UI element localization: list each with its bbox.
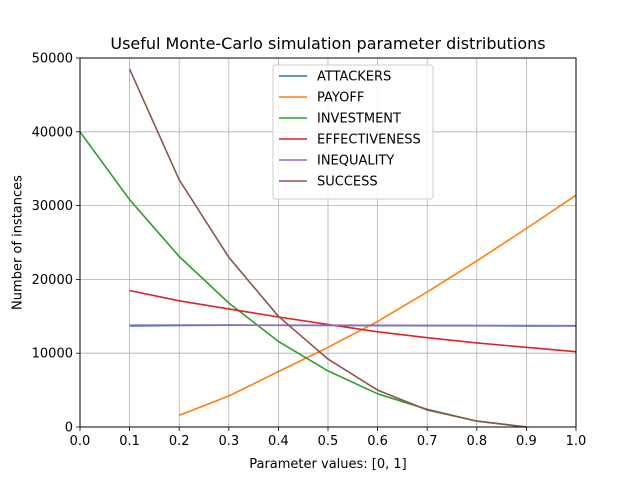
legend-label-investment: INVESTMENT: [317, 112, 401, 127]
y-tick-label: 20000: [32, 273, 73, 288]
axis-ticks: 0.0 0.1 0.2 0.3 0.4 0.5 0.6 0.7 0.8 0.9 1.0 0 10000 2…: [32, 52, 587, 450]
x-tick-label: 0.0: [70, 434, 91, 449]
legend-label-inequality: INEQUALITY: [317, 154, 394, 169]
series-line-inequality: [129, 324, 577, 327]
x-tick-label: 0.5: [318, 434, 339, 449]
x-tick-label: 0.7: [417, 434, 438, 449]
series-lines: [79, 68, 577, 428]
y-tick-label: 40000: [32, 125, 73, 140]
x-tick-label: 0.1: [119, 434, 140, 449]
series-line-effectiveness: [129, 289, 577, 353]
legend-label-effectiveness: EFFECTIVENESS: [317, 133, 421, 148]
legend-label-attackers: ATTACKERS: [317, 70, 391, 85]
chart-title: Useful Monte-Carlo simulation parameter …: [110, 34, 545, 53]
series-line-success: [128, 68, 527, 428]
x-tick-label: 0.4: [268, 434, 289, 449]
y-axis-label: Number of instances: [11, 175, 26, 310]
y-tick-label: 50000: [32, 52, 73, 67]
x-tick-label: 0.8: [466, 434, 487, 449]
legend: ATTACKERS PAYOFF INVESTMENT EFFECTIVENESS IN…: [272, 64, 434, 200]
x-tick-label: 0.2: [169, 434, 190, 449]
y-tick-label: 10000: [32, 347, 73, 362]
y-tick-label: 30000: [32, 199, 73, 214]
legend-label-success: SUCCESS: [317, 175, 378, 190]
x-tick-label: 1.0: [566, 434, 587, 449]
y-tick-label: 0: [65, 421, 73, 436]
x-tick-label: 0.6: [367, 434, 388, 449]
x-tick-label: 0.9: [516, 434, 537, 449]
legend-box: [272, 64, 434, 200]
series-line-payoff: [178, 194, 577, 416]
legend-label-payoff: PAYOFF: [317, 91, 364, 106]
x-tick-label: 0.3: [218, 434, 239, 449]
x-axis-label: Parameter values: [0, 1]: [249, 457, 407, 472]
